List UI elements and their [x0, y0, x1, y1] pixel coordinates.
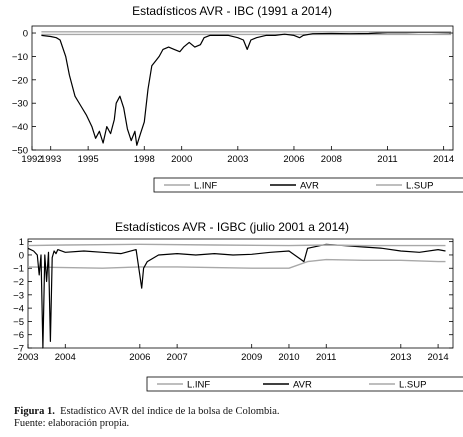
x-tick-label: 2000: [171, 154, 192, 165]
legend: [153, 177, 463, 193]
y-tick-label: −40: [12, 122, 28, 133]
y-tick-label: 0: [23, 29, 28, 40]
y-tick-label: −30: [12, 99, 28, 110]
legend-label: L.SUP: [399, 380, 426, 391]
legend: [146, 376, 463, 392]
caption-label: Figura 1.: [14, 406, 55, 417]
caption-source: Fuente: elaboración propia.: [14, 418, 130, 429]
y-tick-label: −1: [13, 264, 24, 275]
y-tick-label: −2: [13, 277, 24, 288]
series-avr: [41, 31, 452, 146]
legend-label: L.INF: [187, 380, 210, 391]
series-l-sup: [27, 243, 446, 247]
x-tick-label: 2011: [377, 154, 397, 165]
x-tick-label: 1998: [134, 154, 155, 165]
x-tick-label: 2014: [433, 154, 454, 165]
chart-title: Estadísticos AVR - IGBC (julio 2001 a 20…: [115, 220, 349, 234]
plot-frame: [27, 238, 454, 349]
plot-frame: [31, 25, 454, 151]
x-tick-label: 2011: [316, 352, 336, 363]
x-tick-label: 2008: [321, 154, 342, 165]
x-tick-label: 2006: [129, 352, 150, 363]
chart-avr-igbc: Estadísticos AVR - IGBC (julio 2001 a 20…: [13, 220, 463, 392]
y-tick-label: −3: [13, 290, 24, 301]
x-tick-label: 1993: [40, 154, 61, 165]
x-tick-label: 2013: [390, 352, 411, 363]
chart-title: Estadísticos AVR - IBC (1991 a 2014): [132, 4, 332, 18]
y-tick-label: −20: [12, 75, 28, 86]
y-tick-label: 1: [19, 237, 24, 248]
x-tick-label: 2006: [283, 154, 304, 165]
y-tick-label: −7: [13, 344, 24, 355]
y-tick-label: −10: [12, 52, 28, 63]
y-tick-label: −50: [12, 146, 28, 157]
y-tick-label: −4: [13, 304, 24, 315]
series-l-inf: [27, 258, 446, 269]
legend-label: L.INF: [194, 181, 217, 192]
x-tick-label: 1995: [78, 154, 99, 165]
legend-label: L.SUP: [406, 181, 433, 192]
x-tick-label: 2010: [278, 352, 299, 363]
caption-text: Estadístico AVR del índice de la bolsa d…: [60, 406, 280, 417]
y-tick-label: −5: [13, 317, 24, 328]
y-tick-label: −6: [13, 330, 24, 341]
legend-label: AVR: [293, 380, 312, 391]
x-tick-label: 2014: [428, 352, 449, 363]
figure-caption: Figura 1. Estadístico AVR del índice de …: [14, 406, 280, 430]
chart-avr-ibc: Estadísticos AVR - IBC (1991 a 2014) 0 −10…: [12, 4, 463, 193]
x-tick-label: 2007: [167, 352, 188, 363]
x-tick-label: 2003: [17, 352, 38, 363]
x-tick-label: 2004: [55, 352, 76, 363]
legend-label: AVR: [300, 181, 319, 192]
x-tick-label: 2003: [227, 154, 248, 165]
x-tick-label: 2009: [241, 352, 262, 363]
x-tick-label: 1992: [21, 154, 42, 165]
y-tick-label: 0: [19, 250, 24, 261]
